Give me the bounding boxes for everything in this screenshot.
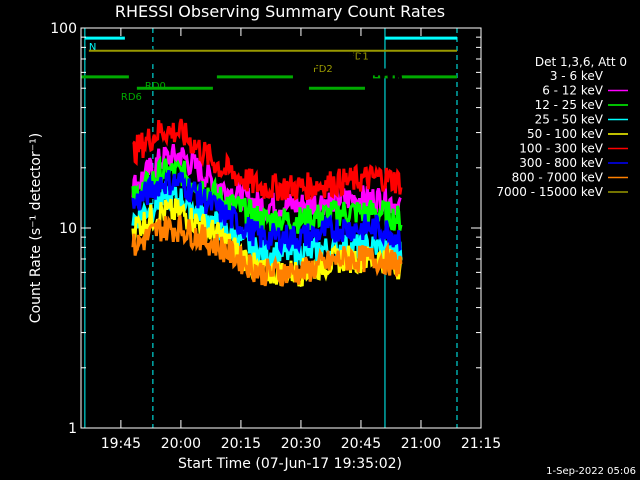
series-line-6 — [131, 170, 402, 256]
annotation-label-2: FD1 — [349, 51, 369, 62]
legend-label-0: 3 - 6 keV — [550, 69, 604, 83]
series-line-3 — [131, 180, 403, 271]
footer-timestamp: 1-Sep-2022 05:06 — [546, 466, 636, 477]
legend-label-7: 800 - 7000 keV — [512, 171, 604, 185]
series-line-2 — [131, 155, 403, 234]
x-tick-label-0: 19:45 — [101, 436, 141, 452]
series-line-0 — [131, 37, 403, 86]
y-tick-label-0: 1 — [68, 421, 77, 437]
annotation-label-0: N — [89, 42, 96, 53]
x-tick-label-6: 21:15 — [461, 436, 501, 452]
legend-label-6: 300 - 800 keV — [519, 156, 603, 170]
x-tick-label-5: 21:00 — [401, 436, 441, 452]
x-tick-label-1: 20:00 — [161, 436, 201, 452]
legend-label-5: 100 - 300 keV — [519, 142, 603, 156]
axis-ticks — [81, 27, 482, 429]
legend-label-1: 6 - 12 keV — [542, 84, 604, 98]
axis-labels: 19:45 20:00 20:15 20:30 20:45 21:00 21:15 1 10 10… — [50, 21, 501, 452]
legend-label-4: 50 - 100 keV — [527, 127, 604, 141]
chart-title: RHESSI Observing Summary Count Rates — [115, 2, 445, 21]
y-axis-title: Count Rate (s⁻¹ detector⁻¹) — [28, 133, 44, 323]
x-tick-label-2: 20:15 — [221, 436, 261, 452]
annotation-label-3: FD2 — [313, 64, 333, 75]
legend-label-3: 25 - 50 keV — [535, 113, 604, 127]
y-tick-label-2: 100 — [50, 21, 77, 37]
x-axis-title: Start Time (07-Jun-17 19:35:02) — [178, 456, 402, 472]
legend-title: Det 1,3,6, Att 0 — [535, 55, 627, 69]
series-line-7 — [131, 215, 403, 287]
x-tick-label-3: 20:30 — [281, 436, 321, 452]
annotation-label-5: RD6 — [121, 92, 142, 103]
legend-label-2: 12 - 25 keV — [535, 98, 604, 112]
annotation-label-4: RD0 — [145, 81, 166, 92]
legend-label-8: 7000 - 15000 keV — [496, 185, 603, 199]
x-tick-label-4: 20:45 — [341, 436, 381, 452]
y-tick-label-1: 10 — [59, 221, 77, 237]
series-line-5 — [132, 118, 403, 201]
